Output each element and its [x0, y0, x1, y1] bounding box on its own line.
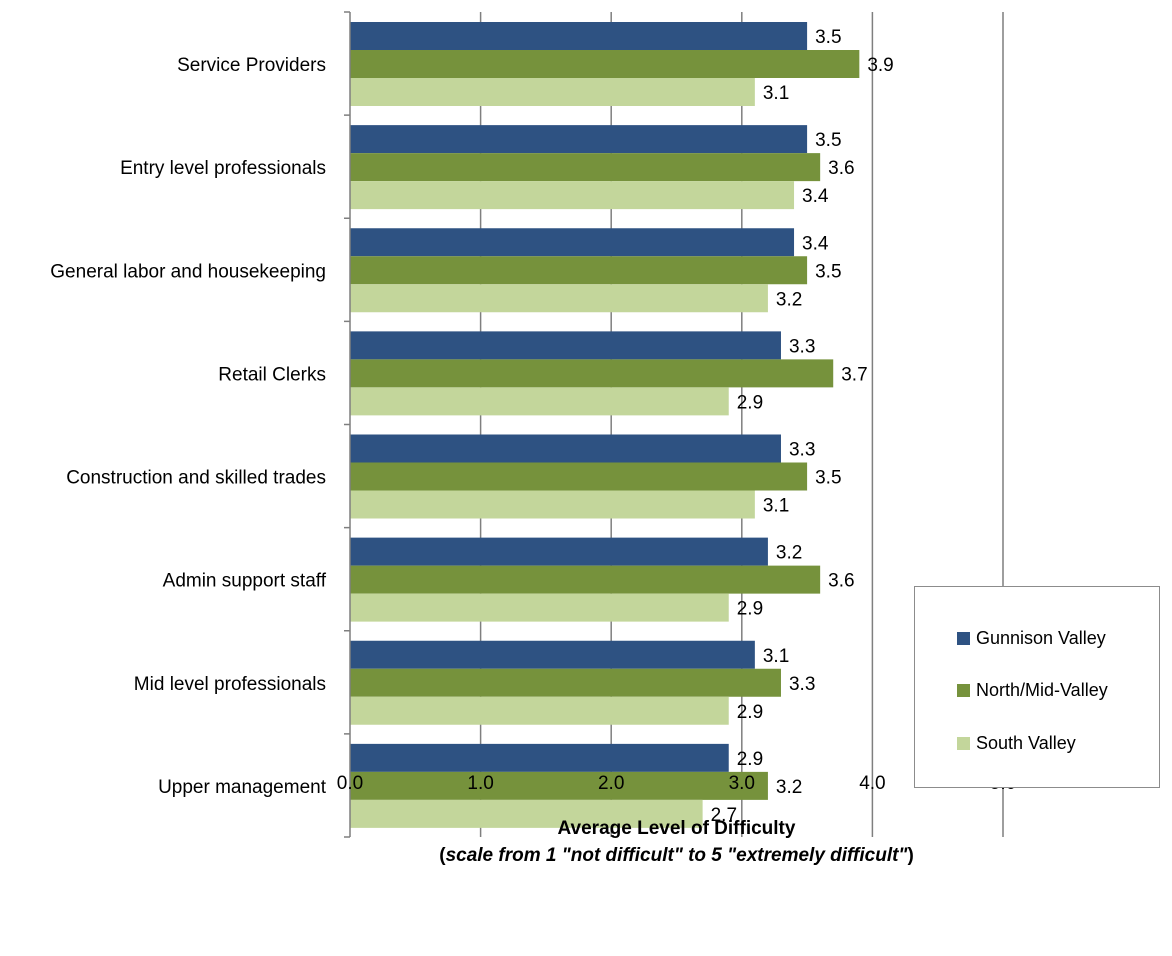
value-label-service-providers-south-valley: 3.1	[763, 83, 789, 104]
y-axis	[344, 11, 351, 838]
bar-entry-level-professionals-south-valley	[350, 181, 795, 210]
bar-upper-management-south-valley	[350, 799, 703, 828]
value-label-mid-level-professionals-gunnison-valley: 3.1	[763, 646, 789, 667]
bar-construction-and-skilled-trades-north-mid-valley	[350, 462, 808, 491]
x-tick-label-0-0: 0.0	[337, 773, 363, 794]
bar-retail-clerks-north-mid-valley	[350, 359, 834, 388]
bar-upper-management-north-mid-valley	[350, 771, 768, 800]
value-label-general-labor-and-housekeeping-south-valley: 3.2	[776, 289, 802, 310]
value-label-mid-level-professionals-north-mid-valley: 3.3	[789, 674, 815, 695]
category-label-admin-support-staff: Admin support staff	[163, 571, 327, 592]
category-label-upper-management: Upper management	[158, 777, 327, 798]
bar-entry-level-professionals-gunnison-valley	[350, 125, 808, 154]
value-label-service-providers-north-mid-valley: 3.9	[867, 55, 893, 76]
bar-general-labor-and-housekeeping-north-mid-valley	[350, 256, 808, 285]
value-label-entry-level-professionals-north-mid-valley: 3.6	[828, 158, 854, 179]
value-label-mid-level-professionals-south-valley: 2.9	[737, 702, 763, 723]
bar-service-providers-south-valley	[350, 78, 755, 106]
bar-entry-level-professionals-north-mid-valley	[350, 153, 821, 182]
category-label-service-providers: Service Providers	[177, 55, 326, 76]
legend-item-north-mid-valley: North/Mid-Valley	[957, 678, 1108, 702]
bar-upper-management-gunnison-valley	[350, 743, 729, 772]
value-label-upper-management-gunnison-valley: 2.9	[737, 749, 763, 770]
value-label-retail-clerks-south-valley: 2.9	[737, 392, 763, 413]
legend: Gunnison Valley North/Mid-Valley South V…	[914, 586, 1160, 788]
value-label-general-labor-and-housekeeping-north-mid-valley: 3.5	[815, 261, 841, 282]
x-axis-subtitle-close: )	[907, 845, 914, 866]
category-label-mid-level-professionals: Mid level professionals	[134, 674, 326, 695]
legend-label-south-valley: South Valley	[976, 732, 1076, 753]
value-labels: 3.53.93.13.53.63.43.43.53.23.33.72.93.33…	[711, 27, 894, 826]
bar-mid-level-professionals-south-valley	[350, 696, 729, 725]
bar-construction-and-skilled-trades-gunnison-valley	[350, 434, 781, 463]
category-label-general-labor-and-housekeeping: General labor and housekeeping	[50, 261, 326, 282]
x-tick-label-2-0: 2.0	[598, 773, 624, 794]
x-tick-label-1-0: 1.0	[467, 773, 493, 794]
x-axis-subtitle-open: (	[439, 845, 446, 866]
bar-service-providers-north-mid-valley	[350, 50, 860, 78]
bar-retail-clerks-south-valley	[350, 387, 729, 416]
x-tick-label-3-0: 3.0	[729, 773, 755, 794]
value-label-admin-support-staff-north-mid-valley: 3.6	[828, 571, 854, 592]
value-label-general-labor-and-housekeeping-gunnison-valley: 3.4	[802, 233, 829, 254]
category-label-entry-level-professionals: Entry level professionals	[120, 158, 326, 179]
x-axis-subtitle: (scale from 1 "not difficult" to 5 "extr…	[300, 845, 1053, 867]
x-axis-title: Average Level of Difficulty	[557, 818, 796, 839]
bar-admin-support-staff-gunnison-valley	[350, 537, 768, 566]
bar-general-labor-and-housekeeping-south-valley	[350, 284, 768, 313]
bars	[350, 22, 860, 828]
value-label-service-providers-gunnison-valley: 3.5	[815, 27, 841, 48]
category-label-construction-and-skilled-trades: Construction and skilled trades	[66, 468, 326, 489]
bar-admin-support-staff-north-mid-valley	[350, 565, 821, 594]
value-label-construction-and-skilled-trades-south-valley: 3.1	[763, 496, 789, 517]
bar-retail-clerks-gunnison-valley	[350, 331, 781, 360]
bar-service-providers-gunnison-valley	[350, 22, 808, 50]
legend-item-gunnison-valley: Gunnison Valley	[957, 626, 1106, 650]
bar-mid-level-professionals-gunnison-valley	[350, 640, 755, 669]
value-label-entry-level-professionals-south-valley: 3.4	[802, 186, 829, 207]
category-label-retail-clerks: Retail Clerks	[218, 364, 326, 385]
legend-swatch-south-valley	[957, 736, 970, 750]
legend-swatch-north-mid-valley	[957, 683, 970, 697]
legend-swatch-gunnison-valley	[957, 631, 970, 645]
x-tick-label-4-0: 4.0	[859, 773, 885, 794]
value-label-upper-management-north-mid-valley: 3.2	[776, 777, 802, 798]
x-axis-subtitle-scale: scale from 1 "not difficult" to 5 "extre…	[445, 845, 908, 866]
bar-construction-and-skilled-trades-south-valley	[350, 490, 755, 519]
category-labels: Service Providers Entry level professiona…	[50, 55, 326, 798]
value-label-admin-support-staff-gunnison-valley: 3.2	[776, 543, 802, 564]
x-tick-labels: 0.01.02.03.04.05.0	[337, 773, 1016, 794]
value-label-construction-and-skilled-trades-north-mid-valley: 3.5	[815, 468, 841, 489]
value-label-retail-clerks-gunnison-valley: 3.3	[789, 336, 815, 357]
legend-item-south-valley: South Valley	[957, 731, 1076, 755]
value-label-upper-management-south-valley: 2.7	[711, 805, 737, 826]
bar-admin-support-staff-south-valley	[350, 593, 729, 622]
legend-label-north-mid-valley: North/Mid-Valley	[976, 679, 1108, 700]
bar-general-labor-and-housekeeping-gunnison-valley	[350, 228, 795, 257]
value-label-retail-clerks-north-mid-valley: 3.7	[841, 364, 867, 385]
legend-label-gunnison-valley: Gunnison Valley	[976, 627, 1106, 648]
value-label-admin-support-staff-south-valley: 2.9	[737, 599, 763, 620]
bar-mid-level-professionals-north-mid-valley	[350, 668, 781, 697]
value-label-construction-and-skilled-trades-gunnison-valley: 3.3	[789, 440, 815, 461]
value-label-entry-level-professionals-gunnison-valley: 3.5	[815, 130, 841, 151]
